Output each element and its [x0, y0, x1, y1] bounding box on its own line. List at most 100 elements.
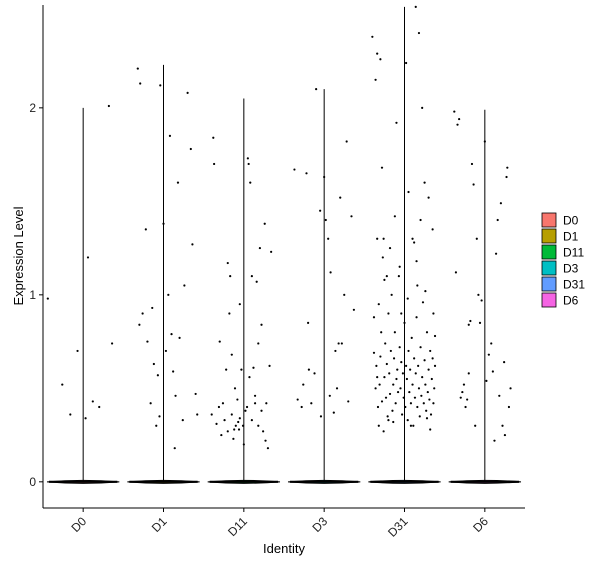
data-point [337, 342, 340, 345]
data-point [305, 172, 308, 175]
data-point [371, 35, 374, 38]
data-point [230, 413, 233, 416]
data-point [237, 420, 240, 424]
data-point [387, 419, 390, 422]
data-point [300, 405, 303, 409]
data-point [189, 147, 192, 151]
data-point [392, 357, 396, 360]
data-point [136, 67, 139, 70]
data-point [406, 419, 409, 422]
data-point [417, 387, 421, 390]
data-point [423, 181, 426, 184]
data-point [478, 321, 482, 324]
data-point [352, 308, 355, 311]
data-point [400, 312, 403, 315]
data-point [61, 383, 64, 386]
data-point [429, 349, 432, 353]
legend-key-D11 [541, 244, 557, 260]
data-point [409, 368, 412, 371]
data-point [402, 396, 405, 399]
data-point [393, 331, 396, 334]
data-point [229, 275, 232, 278]
data-point [178, 336, 181, 339]
data-point [383, 278, 386, 281]
legend-key-D31 [541, 276, 557, 292]
data-point [262, 430, 265, 433]
data-point [379, 58, 382, 61]
data-point [139, 82, 142, 85]
data-point [241, 424, 245, 427]
data-point [138, 323, 141, 326]
data-point [424, 383, 427, 386]
data-point [391, 409, 394, 412]
data-point [319, 415, 323, 418]
data-point [413, 241, 416, 244]
data-point [432, 312, 435, 315]
data-point [244, 409, 247, 412]
data-point [483, 140, 486, 143]
data-point [467, 372, 470, 375]
legend-label-D1: D1 [563, 230, 579, 244]
data-point [390, 293, 393, 296]
data-point [225, 368, 228, 371]
data-point [424, 289, 427, 293]
data-point [461, 390, 464, 394]
violin-D1 [127, 64, 200, 484]
data-point [257, 342, 260, 345]
data-point [266, 447, 270, 450]
data-point [413, 396, 417, 399]
data-point [388, 392, 392, 396]
data-point [428, 398, 431, 401]
data-point [377, 424, 380, 427]
data-point [398, 265, 401, 268]
data-point [405, 377, 409, 381]
data-point [427, 196, 430, 199]
data-point [226, 430, 229, 433]
data-point [384, 396, 388, 399]
x-axis-ticks: D0 D1 D11 D3 D31 D6 [69, 508, 491, 540]
data-point [226, 261, 229, 265]
data-point [159, 84, 162, 87]
data-point [387, 312, 390, 315]
data-point [421, 376, 424, 379]
data-point [194, 392, 197, 396]
data-point [454, 271, 458, 274]
y-tick-label: 1 [29, 288, 36, 302]
jitter-points [46, 5, 519, 483]
data-point [466, 398, 469, 401]
data-point [213, 162, 216, 166]
data-point [423, 359, 426, 362]
data-point [496, 218, 499, 222]
data-point [433, 334, 437, 338]
data-point [394, 402, 397, 405]
data-point [69, 413, 72, 416]
data-point [332, 411, 335, 414]
data-point [503, 361, 506, 364]
data-point [384, 342, 387, 345]
plot-panel: 0 1 2 D0 D1 D11 D3 D31 D6 [29, 5, 525, 540]
data-point [162, 222, 165, 225]
data-point [168, 134, 172, 137]
data-point [307, 368, 311, 371]
data-point [490, 342, 493, 345]
data-point [494, 252, 498, 255]
data-point [238, 303, 241, 306]
data-point [429, 413, 433, 416]
data-point [86, 256, 90, 259]
data-point [407, 349, 410, 353]
data-point [382, 237, 385, 240]
data-point [491, 370, 494, 373]
data-point [396, 390, 400, 394]
data-point [257, 424, 260, 427]
data-point [377, 303, 380, 306]
data-point [210, 413, 213, 416]
data-point [232, 437, 235, 440]
data-point [420, 394, 423, 397]
data-point [242, 443, 245, 446]
data-point [252, 366, 255, 369]
data-point [183, 284, 186, 287]
data-point [375, 364, 378, 367]
data-point [472, 183, 475, 186]
data-point [221, 402, 225, 405]
